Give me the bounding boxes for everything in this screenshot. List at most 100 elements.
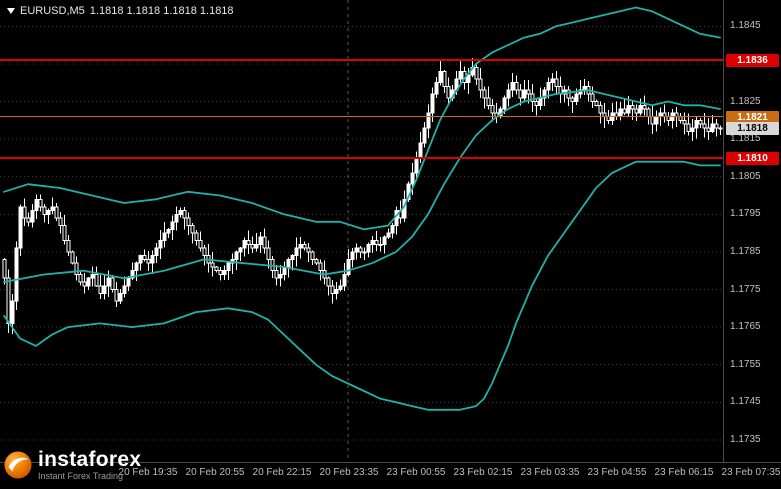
watermark-brand: instaforex <box>38 448 142 471</box>
candle-body <box>410 172 415 185</box>
candle-body <box>178 210 183 215</box>
candle-body <box>30 210 35 223</box>
time-axis[interactable]: 20 Feb 19:35 20 Feb 20:55 20 Feb 22:15 20 F… <box>0 462 781 489</box>
candle-body <box>286 258 291 268</box>
candle-body <box>134 262 139 272</box>
candle-body <box>262 236 267 249</box>
candle-body <box>534 101 539 106</box>
candle-body <box>666 116 671 121</box>
candle-body <box>510 82 515 91</box>
candle-body <box>554 78 559 87</box>
candle-body <box>526 89 531 95</box>
instaforex-logo-icon <box>4 451 32 479</box>
candle-body <box>62 225 67 242</box>
candle-body <box>430 93 435 114</box>
price-level-badge: 1.1810 <box>726 151 779 165</box>
candle-body <box>326 277 331 287</box>
candle-body <box>622 108 627 114</box>
candle-body <box>606 116 611 121</box>
candle-body <box>614 112 619 118</box>
candle-body <box>354 247 359 253</box>
candle-body <box>234 251 239 260</box>
candle-body <box>2 258 7 279</box>
price-axis[interactable]: 1.1845 1.1825 1.1815 1.1805 1.1795 1.1785 1.17… <box>723 0 781 462</box>
candle-body <box>434 82 439 95</box>
candle-body <box>290 255 295 260</box>
candle-body <box>378 243 383 246</box>
candle-body <box>162 232 167 242</box>
candle-body <box>350 251 355 260</box>
candle-body <box>366 243 371 253</box>
price-tick-label: 1.1775 <box>730 283 761 295</box>
candle-body <box>254 243 259 249</box>
candle-body <box>638 104 643 114</box>
candle-body <box>318 262 323 272</box>
price-tick-label: 1.1805 <box>730 170 761 182</box>
ohlc-values-label: 1.1818 1.1818 1.1818 1.1818 <box>89 5 234 17</box>
candle-body <box>658 112 663 118</box>
candle-body <box>458 70 463 80</box>
candle-body <box>194 232 199 242</box>
candle-body <box>426 112 431 129</box>
candle-body <box>446 86 451 99</box>
price-tick-label: 1.1815 <box>730 133 761 145</box>
candlestick-chart[interactable] <box>0 0 723 462</box>
candle-body <box>82 281 87 287</box>
candle-body <box>222 270 227 276</box>
candle-body <box>26 217 31 223</box>
candle-body <box>418 142 423 159</box>
price-level-badge: 1.1821 <box>726 110 779 124</box>
candle-body <box>218 270 223 276</box>
chart-title: EURUSD,M5 1.1818 1.1818 1.1818 1.1818 <box>7 5 234 17</box>
candle-body <box>190 225 195 234</box>
candle-body <box>274 270 279 279</box>
candle-body <box>478 78 483 91</box>
candle-body <box>130 270 135 279</box>
candle-body <box>566 89 571 99</box>
candle-body <box>650 116 655 125</box>
candle-body <box>338 285 343 290</box>
candle-body <box>506 89 511 99</box>
candle-body <box>514 82 519 91</box>
candle-body <box>170 221 175 230</box>
candle-body <box>302 243 307 249</box>
candle-body <box>522 89 527 99</box>
candle-body <box>110 277 115 291</box>
price-tick-label: 1.1765 <box>730 321 761 333</box>
candle-body <box>362 251 367 254</box>
candle-body <box>334 289 339 294</box>
candle-body <box>442 70 447 88</box>
candle-body <box>126 277 131 287</box>
time-tick-label: 23 Feb 03:35 <box>520 467 580 478</box>
time-tick-label: 20 Feb 19:35 <box>118 467 178 478</box>
chart-canvas[interactable]: EURUSD,M5 1.1818 1.1818 1.1818 1.1818 in… <box>0 0 723 481</box>
candle-body <box>106 277 111 287</box>
time-tick-label: 23 Feb 02:15 <box>453 467 513 478</box>
candle-body <box>718 127 723 130</box>
candle-body <box>74 262 79 276</box>
instaforex-watermark: instaforex Instant Forex Trading <box>3 448 142 481</box>
candle-body <box>298 243 303 249</box>
bollinger-lower-band <box>3 160 721 411</box>
price-tick-label: 1.1755 <box>730 358 761 370</box>
candle-body <box>34 198 39 212</box>
candle-body <box>46 210 51 215</box>
candle-body <box>114 289 119 302</box>
candle-body <box>374 240 379 245</box>
candle-body <box>214 266 219 272</box>
candle-body <box>438 70 443 84</box>
candle-body <box>86 277 91 287</box>
candle-body <box>306 247 311 253</box>
candles <box>2 58 723 335</box>
candle-body <box>674 112 679 118</box>
candle-body <box>18 206 23 249</box>
candle-body <box>266 247 271 260</box>
candle-body <box>518 89 523 99</box>
candle-body <box>342 274 347 287</box>
candle-body <box>6 277 11 324</box>
candle-body <box>630 104 635 110</box>
candle-body <box>702 123 707 129</box>
candle-body <box>390 225 395 234</box>
candle-body <box>50 206 55 212</box>
